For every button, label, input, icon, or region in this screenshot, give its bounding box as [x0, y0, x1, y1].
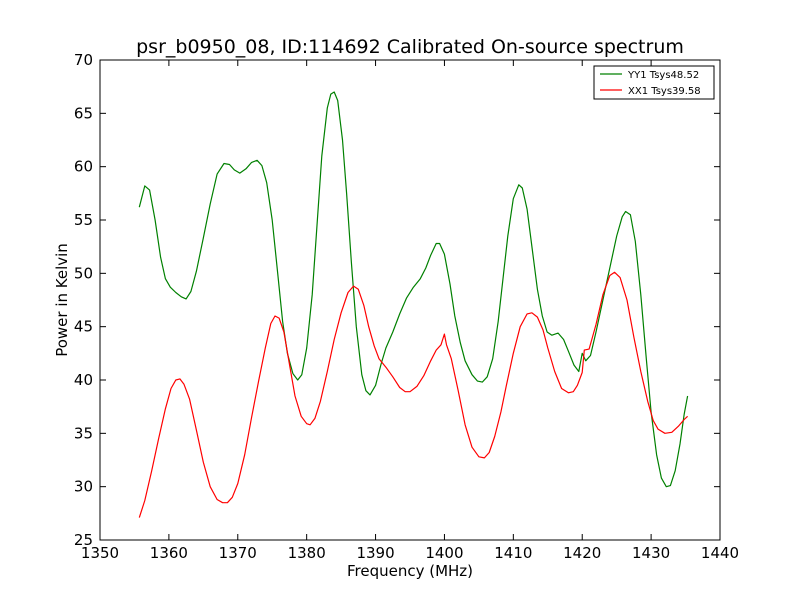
- x-tick-label: 1440: [701, 544, 739, 562]
- y-tick-label: 65: [74, 104, 93, 122]
- x-axis-label: Frequency (MHz): [347, 562, 473, 580]
- y-tick-label: 45: [74, 318, 93, 336]
- y-tick-label: 25: [74, 531, 93, 549]
- x-tick-label: 1350: [81, 544, 119, 562]
- x-tick-label: 1360: [150, 544, 188, 562]
- x-tick-label: 1380: [288, 544, 326, 562]
- chart-title: psr_b0950_08, ID:114692 Calibrated On-so…: [136, 36, 684, 58]
- y-tick-label: 40: [74, 371, 93, 389]
- x-tick-label: 1430: [632, 544, 670, 562]
- x-tick-label: 1420: [563, 544, 601, 562]
- legend-box: [593, 65, 715, 100]
- legend: YY1 Tsys48.52 XX1 Tsys39.58: [593, 65, 715, 100]
- y-tick-label: 30: [74, 478, 93, 496]
- y-axis-label: Power in Kelvin: [53, 243, 71, 357]
- plot-frame: [99, 59, 721, 541]
- axis-ticks: 1350 1360 1370 1380 1390 1400 1410 1420 1430 1440…: [74, 51, 739, 562]
- y-tick-label: 55: [74, 211, 93, 229]
- y-tick-label: 35: [74, 424, 93, 442]
- x-tick-label: 1410: [494, 544, 532, 562]
- x-tick-label: 1400: [425, 544, 463, 562]
- series-line-xx1: [138, 271, 689, 518]
- y-tick-label: 60: [74, 158, 93, 176]
- x-tick-label: 1390: [356, 544, 394, 562]
- series-line-yy1: [138, 91, 689, 488]
- plot-area: [138, 91, 689, 518]
- x-tick-label: 1370: [219, 544, 257, 562]
- y-tick-label: 70: [74, 51, 93, 69]
- legend-entry-yy1: YY1 Tsys48.52: [627, 70, 699, 81]
- legend-entry-xx1: XX1 Tsys39.58: [628, 86, 701, 97]
- y-tick-label: 50: [74, 264, 93, 282]
